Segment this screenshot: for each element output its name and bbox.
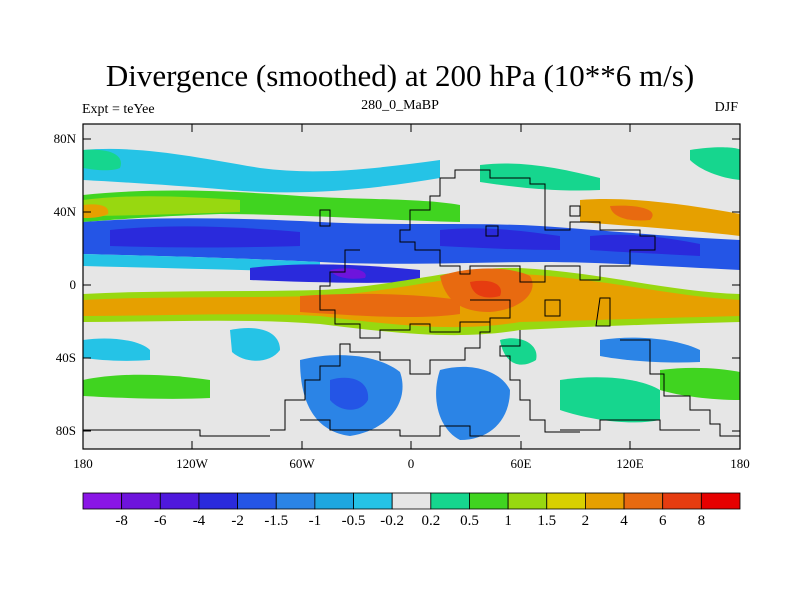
colorbar-swatch <box>430 492 470 510</box>
colorbar-swatch <box>700 492 741 510</box>
lat-tick-label: 80N <box>54 131 77 146</box>
colorbar-swatch <box>662 492 702 510</box>
colorbar-swatch <box>82 492 123 510</box>
lat-tick-label: 80S <box>56 423 76 438</box>
colorbar-label: 0.2 <box>421 513 440 529</box>
colorbar-swatch <box>121 492 161 510</box>
colorbar-swatch <box>507 492 548 510</box>
colorbar-swatch <box>546 492 586 510</box>
lon-tick-label: 120E <box>616 456 644 471</box>
lon-tick-label: 60W <box>289 456 315 471</box>
colorbar-swatch <box>159 492 200 510</box>
colorbar-swatch <box>585 492 625 510</box>
latitude-labels: 80N 40N 0 40S 80S <box>54 131 77 438</box>
divergence-map <box>83 124 740 449</box>
colorbar-label: -2 <box>231 513 244 529</box>
colorbar-swatch <box>469 492 509 510</box>
colorbar-label: -4 <box>193 513 206 529</box>
colorbar-label: 1.5 <box>537 513 556 529</box>
colorbar-label: 2 <box>582 513 590 529</box>
colorbar-swatch <box>198 492 238 510</box>
colorbar-label: -1 <box>309 513 322 529</box>
colorbar-swatch <box>275 492 316 510</box>
colorbar-swatch <box>391 492 432 510</box>
coastline-outlines <box>83 169 740 437</box>
lat-tick-label: 40S <box>56 350 76 365</box>
lon-tick-label: 60E <box>511 456 532 471</box>
lat-tick-label: 0 <box>70 277 77 292</box>
lon-tick-label: 180 <box>73 456 93 471</box>
colorbar-swatch <box>353 492 393 510</box>
lon-tick-label: 0 <box>408 456 415 471</box>
colorbar-label: 6 <box>659 513 667 529</box>
colorbar-swatch <box>314 492 354 510</box>
experiment-label: Expt = teYee <box>82 102 155 117</box>
colorbar-labels: -8 -6 -4 -2 -1.5 -1 -0.5 -0.2 0.2 0.5 1 … <box>115 513 705 529</box>
colorbar-label: 1 <box>504 513 512 529</box>
colorbar-label: -6 <box>154 513 167 529</box>
colorbar-label: 0.5 <box>460 513 479 529</box>
colorbar-label: -8 <box>115 513 128 529</box>
colorbar-label: 8 <box>698 513 706 529</box>
colorbar-label: 4 <box>620 513 628 529</box>
plot-title: Divergence (smoothed) at 200 hPa (10**6 … <box>105 58 695 93</box>
colorbar-label: -1.5 <box>264 513 288 529</box>
axis-ticks <box>83 124 740 449</box>
lat-tick-label: 40N <box>54 204 77 219</box>
lon-tick-label: 120W <box>176 456 209 471</box>
colorbar-swatch <box>623 492 664 510</box>
colorbar-label: -0.5 <box>342 513 366 529</box>
season-label: DJF <box>714 100 738 115</box>
period-label: 280_0_MaBP <box>361 98 439 113</box>
colorbar <box>82 492 741 510</box>
lon-tick-label: 180 <box>730 456 750 471</box>
longitude-labels: 180 120W 60W 0 60E 120E 180 <box>73 456 750 471</box>
colorbar-label: -0.2 <box>380 513 404 529</box>
colorbar-swatch <box>237 492 277 510</box>
